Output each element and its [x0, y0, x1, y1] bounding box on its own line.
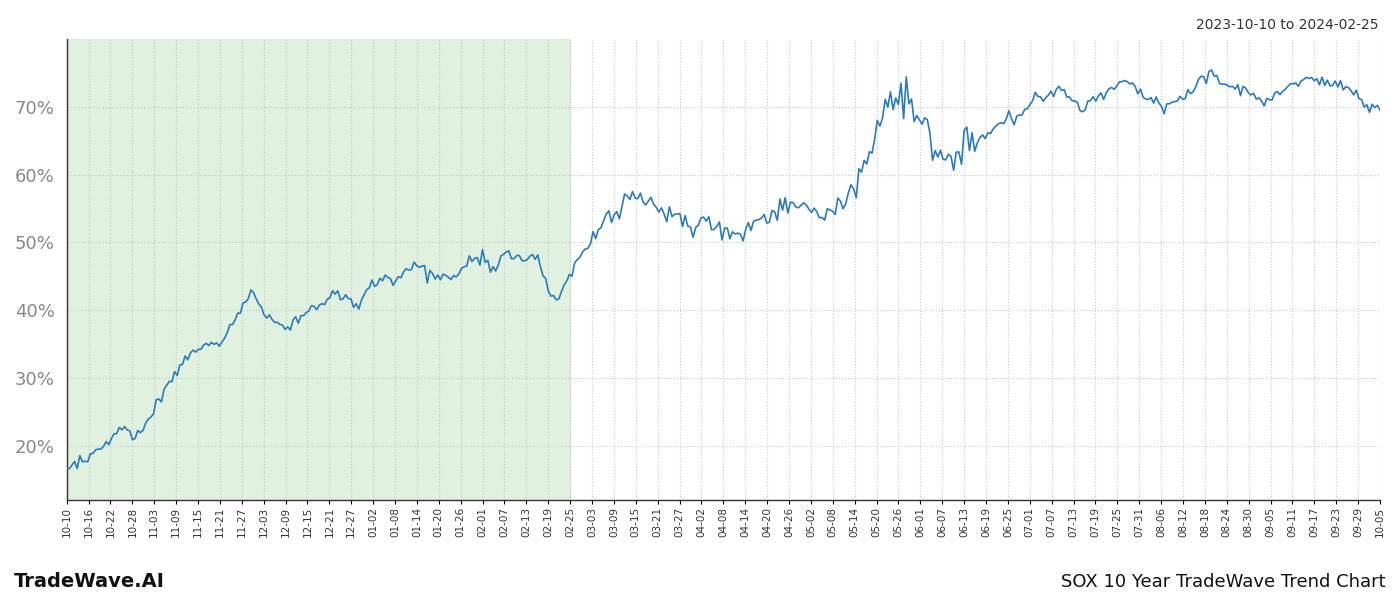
Text: SOX 10 Year TradeWave Trend Chart: SOX 10 Year TradeWave Trend Chart	[1061, 573, 1386, 591]
Bar	[67, 39, 570, 500]
Text: 2023-10-10 to 2024-02-25: 2023-10-10 to 2024-02-25	[1197, 18, 1379, 32]
Text: TradeWave.AI: TradeWave.AI	[14, 572, 165, 591]
